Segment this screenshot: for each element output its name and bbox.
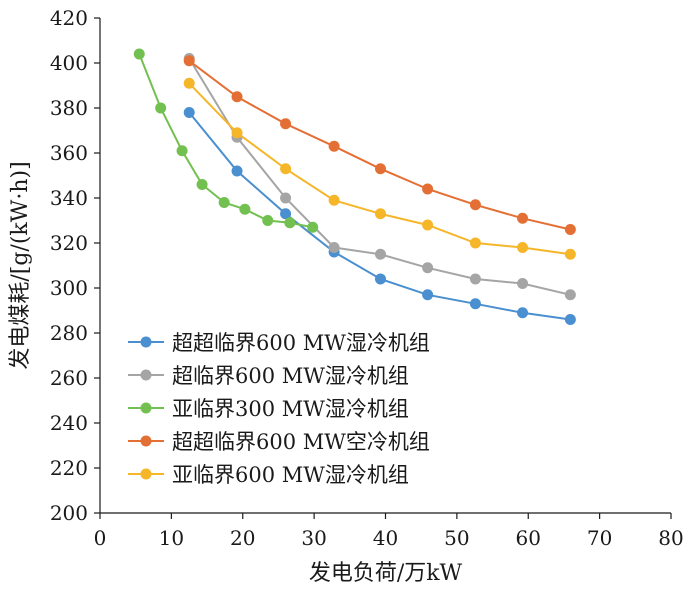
data-point: [231, 165, 243, 177]
series-4: [183, 55, 576, 235]
x-tick-label: 40: [373, 526, 398, 550]
series-1: [183, 107, 576, 325]
x-tick-label: 0: [94, 526, 107, 550]
data-point: [422, 289, 434, 301]
legend-marker: [140, 369, 152, 381]
data-point: [307, 221, 319, 233]
data-point: [422, 183, 434, 195]
legend-label: 亚临界300 MW湿冷机组: [172, 397, 409, 421]
y-tick-label: 200: [50, 501, 88, 525]
data-point: [375, 248, 387, 260]
legend-label: 超超临界600 MW空冷机组: [172, 430, 430, 454]
x-axis-title: 发电负荷/万kW: [309, 561, 463, 586]
data-point: [262, 215, 274, 226]
data-point: [231, 91, 243, 103]
data-point: [517, 278, 529, 289]
data-point: [280, 192, 292, 204]
y-tick-label: 300: [50, 276, 88, 300]
x-tick-label: 60: [516, 526, 541, 550]
y-tick-label: 340: [50, 186, 88, 210]
data-point: [280, 163, 292, 175]
data-point: [517, 242, 529, 253]
data-point: [422, 262, 434, 274]
data-point: [328, 194, 340, 206]
legend-item: 超超临界600 MW湿冷机组: [128, 331, 430, 355]
data-point: [183, 55, 195, 67]
y-tick-label: 360: [50, 141, 88, 165]
data-point: [284, 217, 296, 229]
legend-label: 亚临界600 MW湿冷机组: [172, 463, 409, 487]
y-tick-label: 380: [50, 96, 88, 120]
data-point: [218, 197, 230, 208]
data-point: [133, 48, 145, 60]
series-3: [133, 48, 319, 233]
data-point: [155, 102, 167, 114]
data-point: [422, 219, 434, 231]
legend-marker: [140, 336, 152, 348]
data-point: [517, 307, 529, 319]
data-point: [469, 199, 481, 211]
x-tick-label: 20: [230, 526, 255, 550]
data-point: [239, 203, 251, 215]
data-point: [176, 145, 188, 157]
x-tick-label: 10: [159, 526, 184, 550]
data-point: [375, 163, 387, 175]
data-point: [196, 179, 208, 190]
data-point: [328, 242, 340, 253]
x-tick-label: 80: [658, 526, 683, 550]
data-point: [183, 77, 195, 89]
legend-item: 亚临界600 MW湿冷机组: [128, 463, 409, 487]
data-point: [564, 248, 576, 260]
series-5: [183, 77, 576, 260]
y-tick-label: 240: [50, 411, 88, 435]
x-tick-label: 70: [587, 526, 612, 550]
legend-marker: [140, 435, 152, 447]
y-tick-label: 260: [50, 366, 88, 390]
legend-label: 超临界600 MW湿冷机组: [172, 364, 409, 388]
y-tick-label: 220: [50, 456, 88, 480]
axes: [94, 17, 672, 519]
data-point: [375, 208, 387, 220]
legend-label: 超超临界600 MW湿冷机组: [172, 331, 430, 355]
series-layer: [133, 48, 576, 325]
data-point: [280, 208, 292, 220]
data-point: [375, 273, 387, 285]
x-tick-label: 50: [444, 526, 469, 550]
data-point: [564, 314, 576, 325]
tick-labels: 200 220 240 260 280 300 320 340 360 380 400 420 0 10 2…: [50, 6, 684, 550]
data-point: [183, 107, 195, 118]
y-tick-label: 280: [50, 321, 88, 345]
data-point: [564, 289, 576, 301]
y-tick-label: 400: [50, 51, 88, 75]
data-point: [469, 273, 481, 285]
data-point: [280, 118, 292, 130]
data-point: [469, 237, 481, 249]
data-point: [517, 212, 529, 224]
legend-marker: [140, 402, 152, 414]
legend-item: 超超临界600 MW空冷机组: [128, 430, 430, 454]
y-axis-title: 发电煤耗/[g/(kW·h)]: [8, 161, 33, 369]
legend-item: 亚临界300 MW湿冷机组: [128, 397, 409, 421]
y-tick-label: 420: [50, 6, 88, 30]
data-point: [469, 298, 481, 310]
x-tick-label: 30: [301, 526, 326, 550]
data-point: [328, 140, 340, 152]
legend-item: 超临界600 MW湿冷机组: [128, 364, 409, 388]
legend-marker: [140, 468, 152, 480]
data-point: [564, 224, 576, 235]
y-tick-label: 320: [50, 231, 88, 255]
data-point: [231, 127, 243, 139]
